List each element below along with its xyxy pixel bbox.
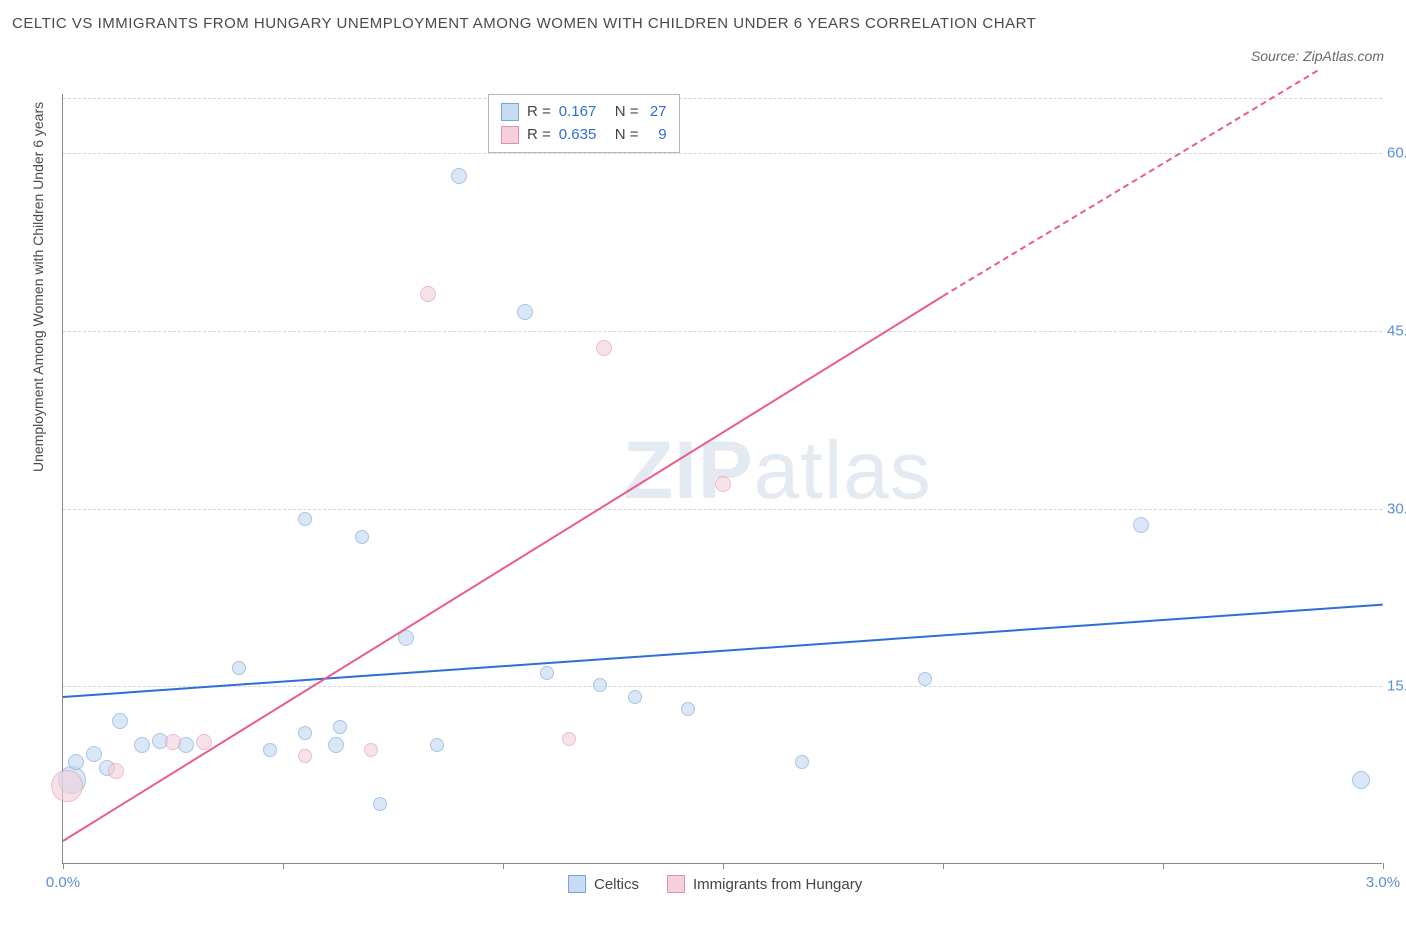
legend-item: Immigrants from Hungary <box>667 875 862 893</box>
gridline-h <box>63 98 1382 99</box>
x-tick <box>1163 863 1164 869</box>
trend-line <box>62 296 943 843</box>
data-point <box>333 720 347 734</box>
stat-r-label: R = <box>527 101 551 124</box>
y-tick-label: 60.0% <box>1387 145 1406 162</box>
data-point <box>112 713 128 729</box>
legend-item: Celtics <box>568 875 639 893</box>
gridline-h <box>63 686 1382 687</box>
y-tick-label: 30.0% <box>1387 500 1406 517</box>
gridline-h <box>63 153 1382 154</box>
data-point <box>68 754 84 770</box>
data-point <box>196 734 212 750</box>
x-tick-label: 0.0% <box>46 874 80 891</box>
watermark: ZIPatlas <box>623 424 932 518</box>
chart-title: CELTIC VS IMMIGRANTS FROM HUNGARY UNEMPL… <box>12 12 1112 36</box>
stat-r-value: 0.167 <box>559 101 607 124</box>
data-point <box>355 530 369 544</box>
legend-label: Immigrants from Hungary <box>693 876 862 893</box>
data-point <box>451 168 467 184</box>
data-point <box>364 743 378 757</box>
data-point <box>628 690 642 704</box>
chart-container: CELTIC VS IMMIGRANTS FROM HUNGARY UNEMPL… <box>12 12 1394 918</box>
data-point <box>298 749 312 763</box>
data-point <box>232 661 246 675</box>
data-point <box>420 286 436 302</box>
data-point <box>165 734 181 750</box>
stat-n-value: 9 <box>647 124 667 147</box>
y-tick-label: 15.0% <box>1387 678 1406 695</box>
stats-legend: R = 0.167 N = 27 R = 0.635 N = 9 <box>488 94 680 153</box>
data-point <box>373 797 387 811</box>
data-point <box>430 738 444 752</box>
gridline-h <box>63 331 1382 332</box>
bottom-legend: Celtics Immigrants from Hungary <box>568 875 862 893</box>
gridline-h <box>63 509 1382 510</box>
y-tick-label: 45.0% <box>1387 322 1406 339</box>
data-point <box>263 743 277 757</box>
data-point <box>1133 517 1149 533</box>
x-tick <box>723 863 724 869</box>
stat-n-value: 27 <box>647 101 667 124</box>
data-point <box>593 678 607 692</box>
x-tick <box>943 863 944 869</box>
stat-n-label: N = <box>615 124 639 147</box>
legend-swatch <box>501 126 519 144</box>
stats-row: R = 0.167 N = 27 <box>501 101 667 124</box>
data-point <box>1352 771 1370 789</box>
legend-swatch <box>501 103 519 121</box>
legend-label: Celtics <box>594 876 639 893</box>
data-point <box>517 304 533 320</box>
data-point <box>540 666 554 680</box>
stat-r-value: 0.635 <box>559 124 607 147</box>
data-point <box>298 512 312 526</box>
data-point <box>86 746 102 762</box>
data-point <box>51 770 83 802</box>
y-axis-title: Unemployment Among Women with Children U… <box>30 102 46 472</box>
data-point <box>108 763 124 779</box>
trend-line <box>63 603 1383 697</box>
x-tick <box>63 863 64 869</box>
x-tick <box>283 863 284 869</box>
stat-n-label: N = <box>615 101 639 124</box>
stats-row: R = 0.635 N = 9 <box>501 124 667 147</box>
data-point <box>328 737 344 753</box>
data-point <box>681 702 695 716</box>
data-point <box>562 732 576 746</box>
data-point <box>134 737 150 753</box>
data-point <box>918 672 932 686</box>
plot-area: ZIPatlas 15.0%30.0%45.0%60.0%0.0%3.0%R =… <box>62 94 1382 864</box>
stat-r-label: R = <box>527 124 551 147</box>
data-point <box>795 755 809 769</box>
x-tick-label: 3.0% <box>1366 874 1400 891</box>
trend-line-extrapolated <box>942 70 1317 297</box>
data-point <box>298 726 312 740</box>
x-tick <box>503 863 504 869</box>
legend-swatch <box>568 875 586 893</box>
data-point <box>596 340 612 356</box>
x-tick <box>1383 863 1384 869</box>
legend-swatch <box>667 875 685 893</box>
source-attribution: Source: ZipAtlas.com <box>1251 48 1384 64</box>
data-point <box>715 476 731 492</box>
